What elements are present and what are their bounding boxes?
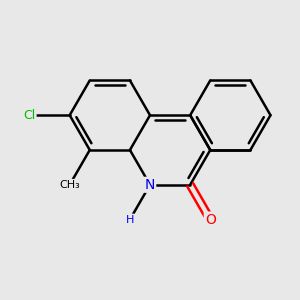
Text: Cl: Cl <box>23 109 36 122</box>
Text: N: N <box>145 178 155 192</box>
Text: CH₃: CH₃ <box>59 180 80 190</box>
Text: O: O <box>205 213 216 226</box>
Text: H: H <box>126 214 134 225</box>
